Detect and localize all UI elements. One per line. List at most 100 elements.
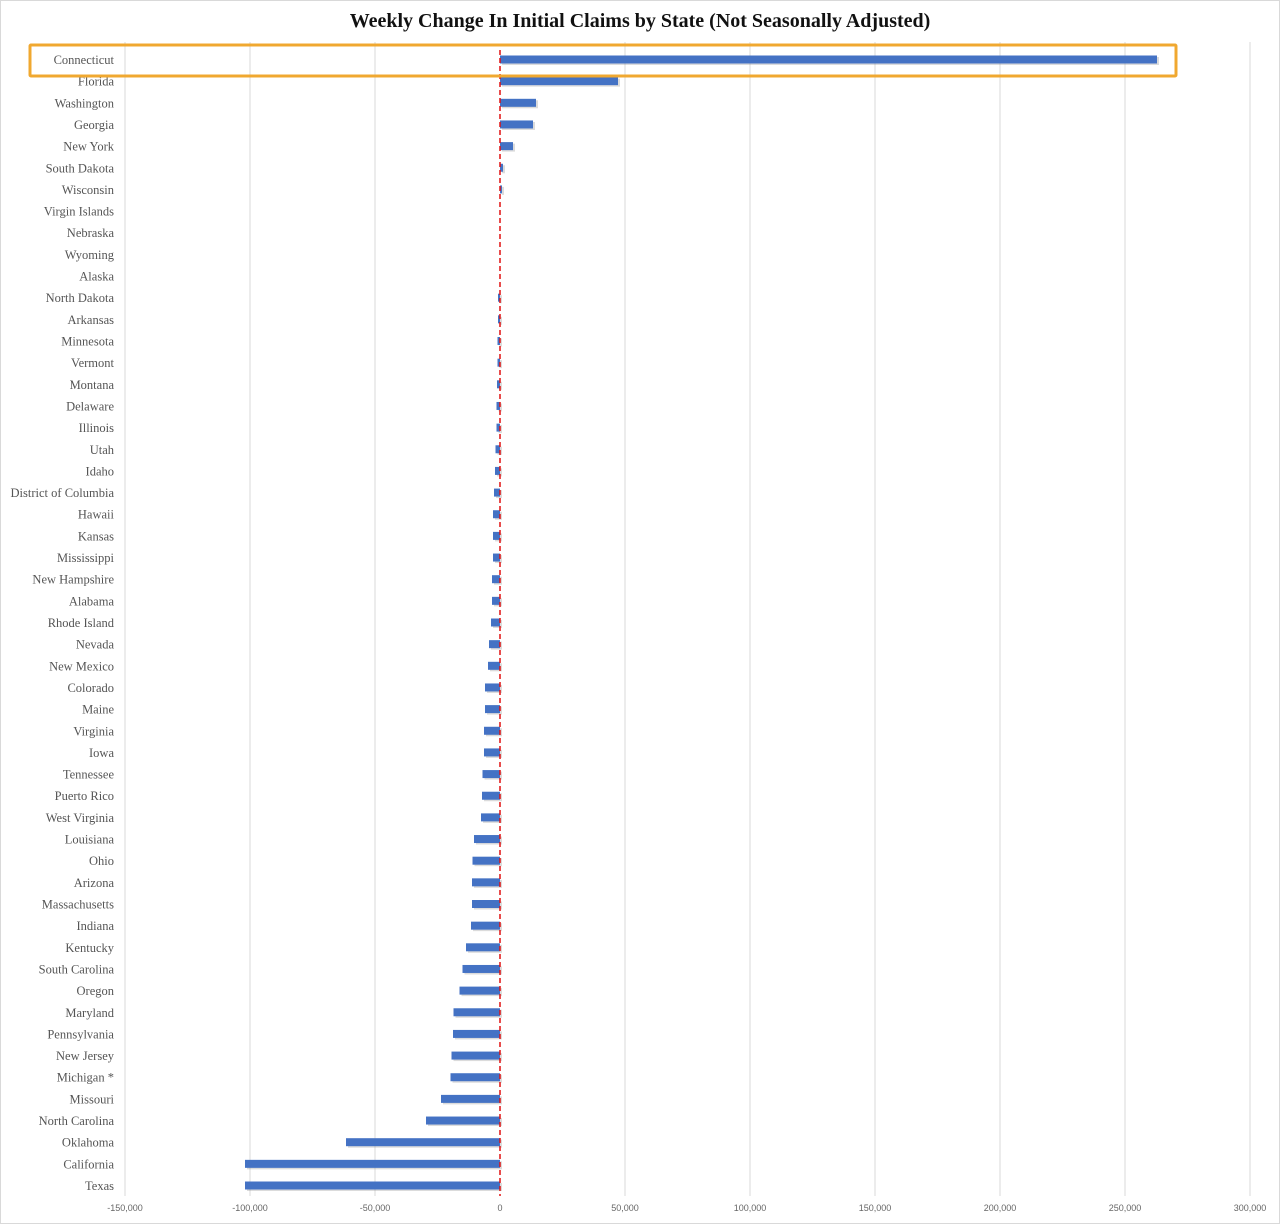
bar [426, 1116, 500, 1125]
bar [472, 856, 500, 865]
bar [491, 618, 500, 627]
category-label: Colorado [67, 681, 114, 695]
bar [495, 466, 500, 475]
category-label: West Virginia [46, 811, 115, 825]
category-label: District of Columbia [11, 486, 115, 500]
bar [498, 293, 500, 302]
bar [492, 575, 500, 584]
category-label: Michigan * [57, 1071, 114, 1085]
x-tick-label: 0 [497, 1203, 502, 1213]
category-label: Oklahoma [62, 1136, 115, 1150]
category-label: Oregon [77, 984, 115, 998]
category-label: Virgin Islands [44, 205, 114, 219]
category-label: Virginia [73, 724, 114, 738]
bar [500, 185, 502, 194]
category-label: Georgia [74, 118, 114, 132]
bar-shadow [500, 316, 502, 325]
category-label: Utah [90, 443, 115, 457]
bar [484, 748, 500, 757]
category-label: Puerto Rico [55, 789, 114, 803]
category-label: Wyoming [65, 248, 115, 262]
bar [451, 1051, 500, 1060]
category-label: Missouri [70, 1092, 115, 1106]
category-label: Alabama [69, 594, 115, 608]
category-label: Louisiana [65, 833, 115, 847]
category-label: Montana [70, 378, 115, 392]
category-label: Nebraska [67, 226, 115, 240]
category-label: New York [63, 140, 114, 154]
category-label: Massachusetts [42, 898, 114, 912]
bar-shadow [498, 403, 502, 412]
bar [488, 661, 500, 670]
bar [500, 98, 536, 107]
category-label: South Carolina [39, 962, 115, 976]
category-label: Kentucky [65, 941, 114, 955]
category-label: Iowa [89, 746, 114, 760]
category-label: Delaware [66, 399, 114, 413]
x-tick-label: 150,000 [859, 1203, 892, 1213]
bar [493, 510, 500, 519]
bar [245, 1159, 500, 1168]
x-tick-label: 300,000 [1234, 1203, 1267, 1213]
bar [493, 531, 500, 540]
category-label: Ohio [89, 854, 114, 868]
x-tick-label: 200,000 [984, 1203, 1017, 1213]
bar [450, 1073, 500, 1082]
category-label: Arizona [74, 876, 115, 890]
bar [492, 596, 500, 605]
bar-shadow [502, 165, 505, 174]
category-label: Maryland [65, 1006, 114, 1020]
bar [497, 380, 500, 389]
category-label: New Mexico [49, 659, 114, 673]
bar-shadow [499, 381, 502, 390]
category-label: Hawaii [78, 508, 115, 522]
bar-shadow [500, 295, 502, 304]
bar [441, 1094, 500, 1103]
bar [472, 878, 500, 887]
bar-shadow [502, 186, 504, 195]
category-label: California [63, 1157, 114, 1171]
bar [489, 640, 500, 649]
bar [497, 337, 500, 345]
bar [498, 315, 500, 324]
category-label: South Dakota [46, 161, 115, 175]
chart-title: Weekly Change In Initial Claims by State… [349, 10, 931, 32]
category-label: Mississippi [57, 551, 114, 565]
x-tick-label: 100,000 [734, 1203, 767, 1213]
bar [500, 77, 618, 86]
category-label: Texas [85, 1179, 114, 1193]
x-tick-label: 50,000 [611, 1203, 639, 1213]
category-label: North Carolina [39, 1114, 115, 1128]
x-tick-label: -150,000 [107, 1203, 143, 1213]
category-label: Indiana [77, 919, 115, 933]
category-label: Wisconsin [62, 183, 115, 197]
x-tick-label: -100,000 [232, 1203, 268, 1213]
bar [485, 705, 500, 714]
bar [245, 1181, 500, 1190]
category-label: Connecticut [54, 53, 115, 67]
bar [494, 488, 500, 497]
bar [495, 445, 500, 454]
bar [500, 142, 513, 151]
category-label: Minnesota [61, 335, 114, 349]
category-label: Pennsylvania [47, 1027, 114, 1041]
bar [500, 120, 533, 129]
category-label: Maine [82, 703, 114, 717]
bar [482, 770, 500, 779]
category-label: Rhode Island [48, 616, 115, 630]
bar [471, 921, 500, 930]
x-tick-label: -50,000 [360, 1203, 391, 1213]
bar [493, 553, 500, 562]
x-tick-label: 250,000 [1109, 1203, 1142, 1213]
category-label: Arkansas [67, 313, 114, 327]
bar [346, 1138, 500, 1147]
bar [453, 1008, 500, 1017]
highlight-box [28, 43, 1178, 78]
bar [474, 835, 500, 844]
bar [466, 943, 500, 952]
category-label: North Dakota [46, 291, 115, 305]
category-label: Vermont [71, 356, 115, 370]
bar [496, 401, 500, 410]
category-label: Tennessee [63, 768, 115, 782]
bar [497, 358, 500, 367]
